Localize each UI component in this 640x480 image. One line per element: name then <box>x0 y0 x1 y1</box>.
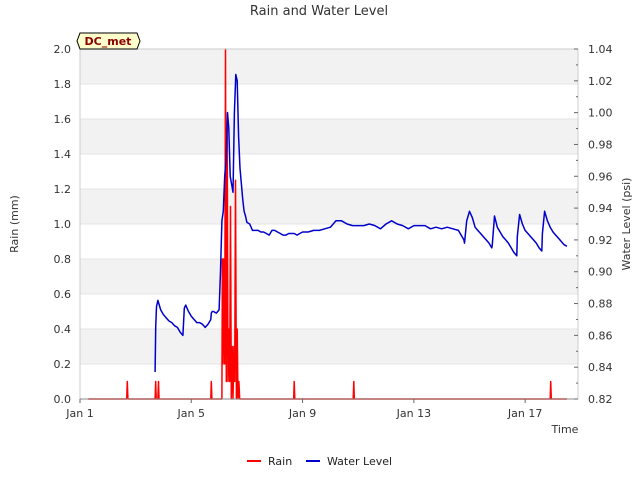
site-label: DC_met <box>85 35 132 48</box>
site-label-box: DC_met <box>76 32 141 50</box>
plot-band <box>80 49 578 84</box>
x-tick-label: Jan 1 <box>65 407 93 420</box>
chart-title: Rain and Water Level <box>250 4 388 19</box>
y2-tick-label: 0.98 <box>588 138 613 151</box>
plot-band <box>80 294 578 329</box>
plot-band <box>80 119 578 154</box>
y-tick-label: 1.0 <box>54 218 72 231</box>
plot-band <box>80 189 578 224</box>
x-tick-label: Jan 17 <box>507 407 542 420</box>
y-tick-label: 1.2 <box>54 183 72 196</box>
legend: Rain Water Level <box>247 455 392 468</box>
x-tick-label: Jan 13 <box>396 407 431 420</box>
plot-band <box>80 224 578 259</box>
y2-tick-label: 0.94 <box>588 202 613 215</box>
plot-band <box>80 154 578 189</box>
y2-tick-label: 0.90 <box>588 266 613 279</box>
y-tick-label: 0.4 <box>54 323 72 336</box>
y-tick-label: 1.6 <box>54 113 72 126</box>
plot-band <box>80 329 578 364</box>
legend-rain-label: Rain <box>268 455 292 468</box>
y2-tick-label: 0.84 <box>588 361 613 374</box>
x-tick-label: Jan 5 <box>177 407 205 420</box>
y-tick-label: 0.8 <box>54 253 72 266</box>
y2-tick-label: 1.02 <box>588 75 613 88</box>
x-tick-label: Jan 9 <box>288 407 316 420</box>
y-tick-label: 1.4 <box>54 148 72 161</box>
series-line-water-level <box>154 73 568 373</box>
plot-band <box>80 259 578 294</box>
y2-tick-label: 0.82 <box>588 393 613 406</box>
y-tick-label: 0.0 <box>54 393 72 406</box>
plot-band <box>80 364 578 399</box>
plot-band <box>80 84 578 119</box>
y2-tick-label: 0.86 <box>588 329 613 342</box>
y-axis-title: Rain (mm) <box>8 195 21 253</box>
y2-tick-label: 0.96 <box>588 170 613 183</box>
y2-tick-label: 0.88 <box>588 298 613 311</box>
y2-axis-title: Water Level (psi) <box>620 178 633 271</box>
y-tick-label: 0.2 <box>54 358 72 371</box>
y-tick-label: 2.0 <box>54 43 72 56</box>
legend-water-level-label: Water Level <box>327 455 392 468</box>
y-tick-label: 0.6 <box>54 288 72 301</box>
y-tick-label: 1.8 <box>54 78 72 91</box>
x-axis-title: Time <box>551 423 579 436</box>
y2-tick-label: 1.00 <box>588 107 613 120</box>
y2-tick-label: 0.92 <box>588 234 613 247</box>
y2-tick-label: 1.04 <box>588 43 613 56</box>
